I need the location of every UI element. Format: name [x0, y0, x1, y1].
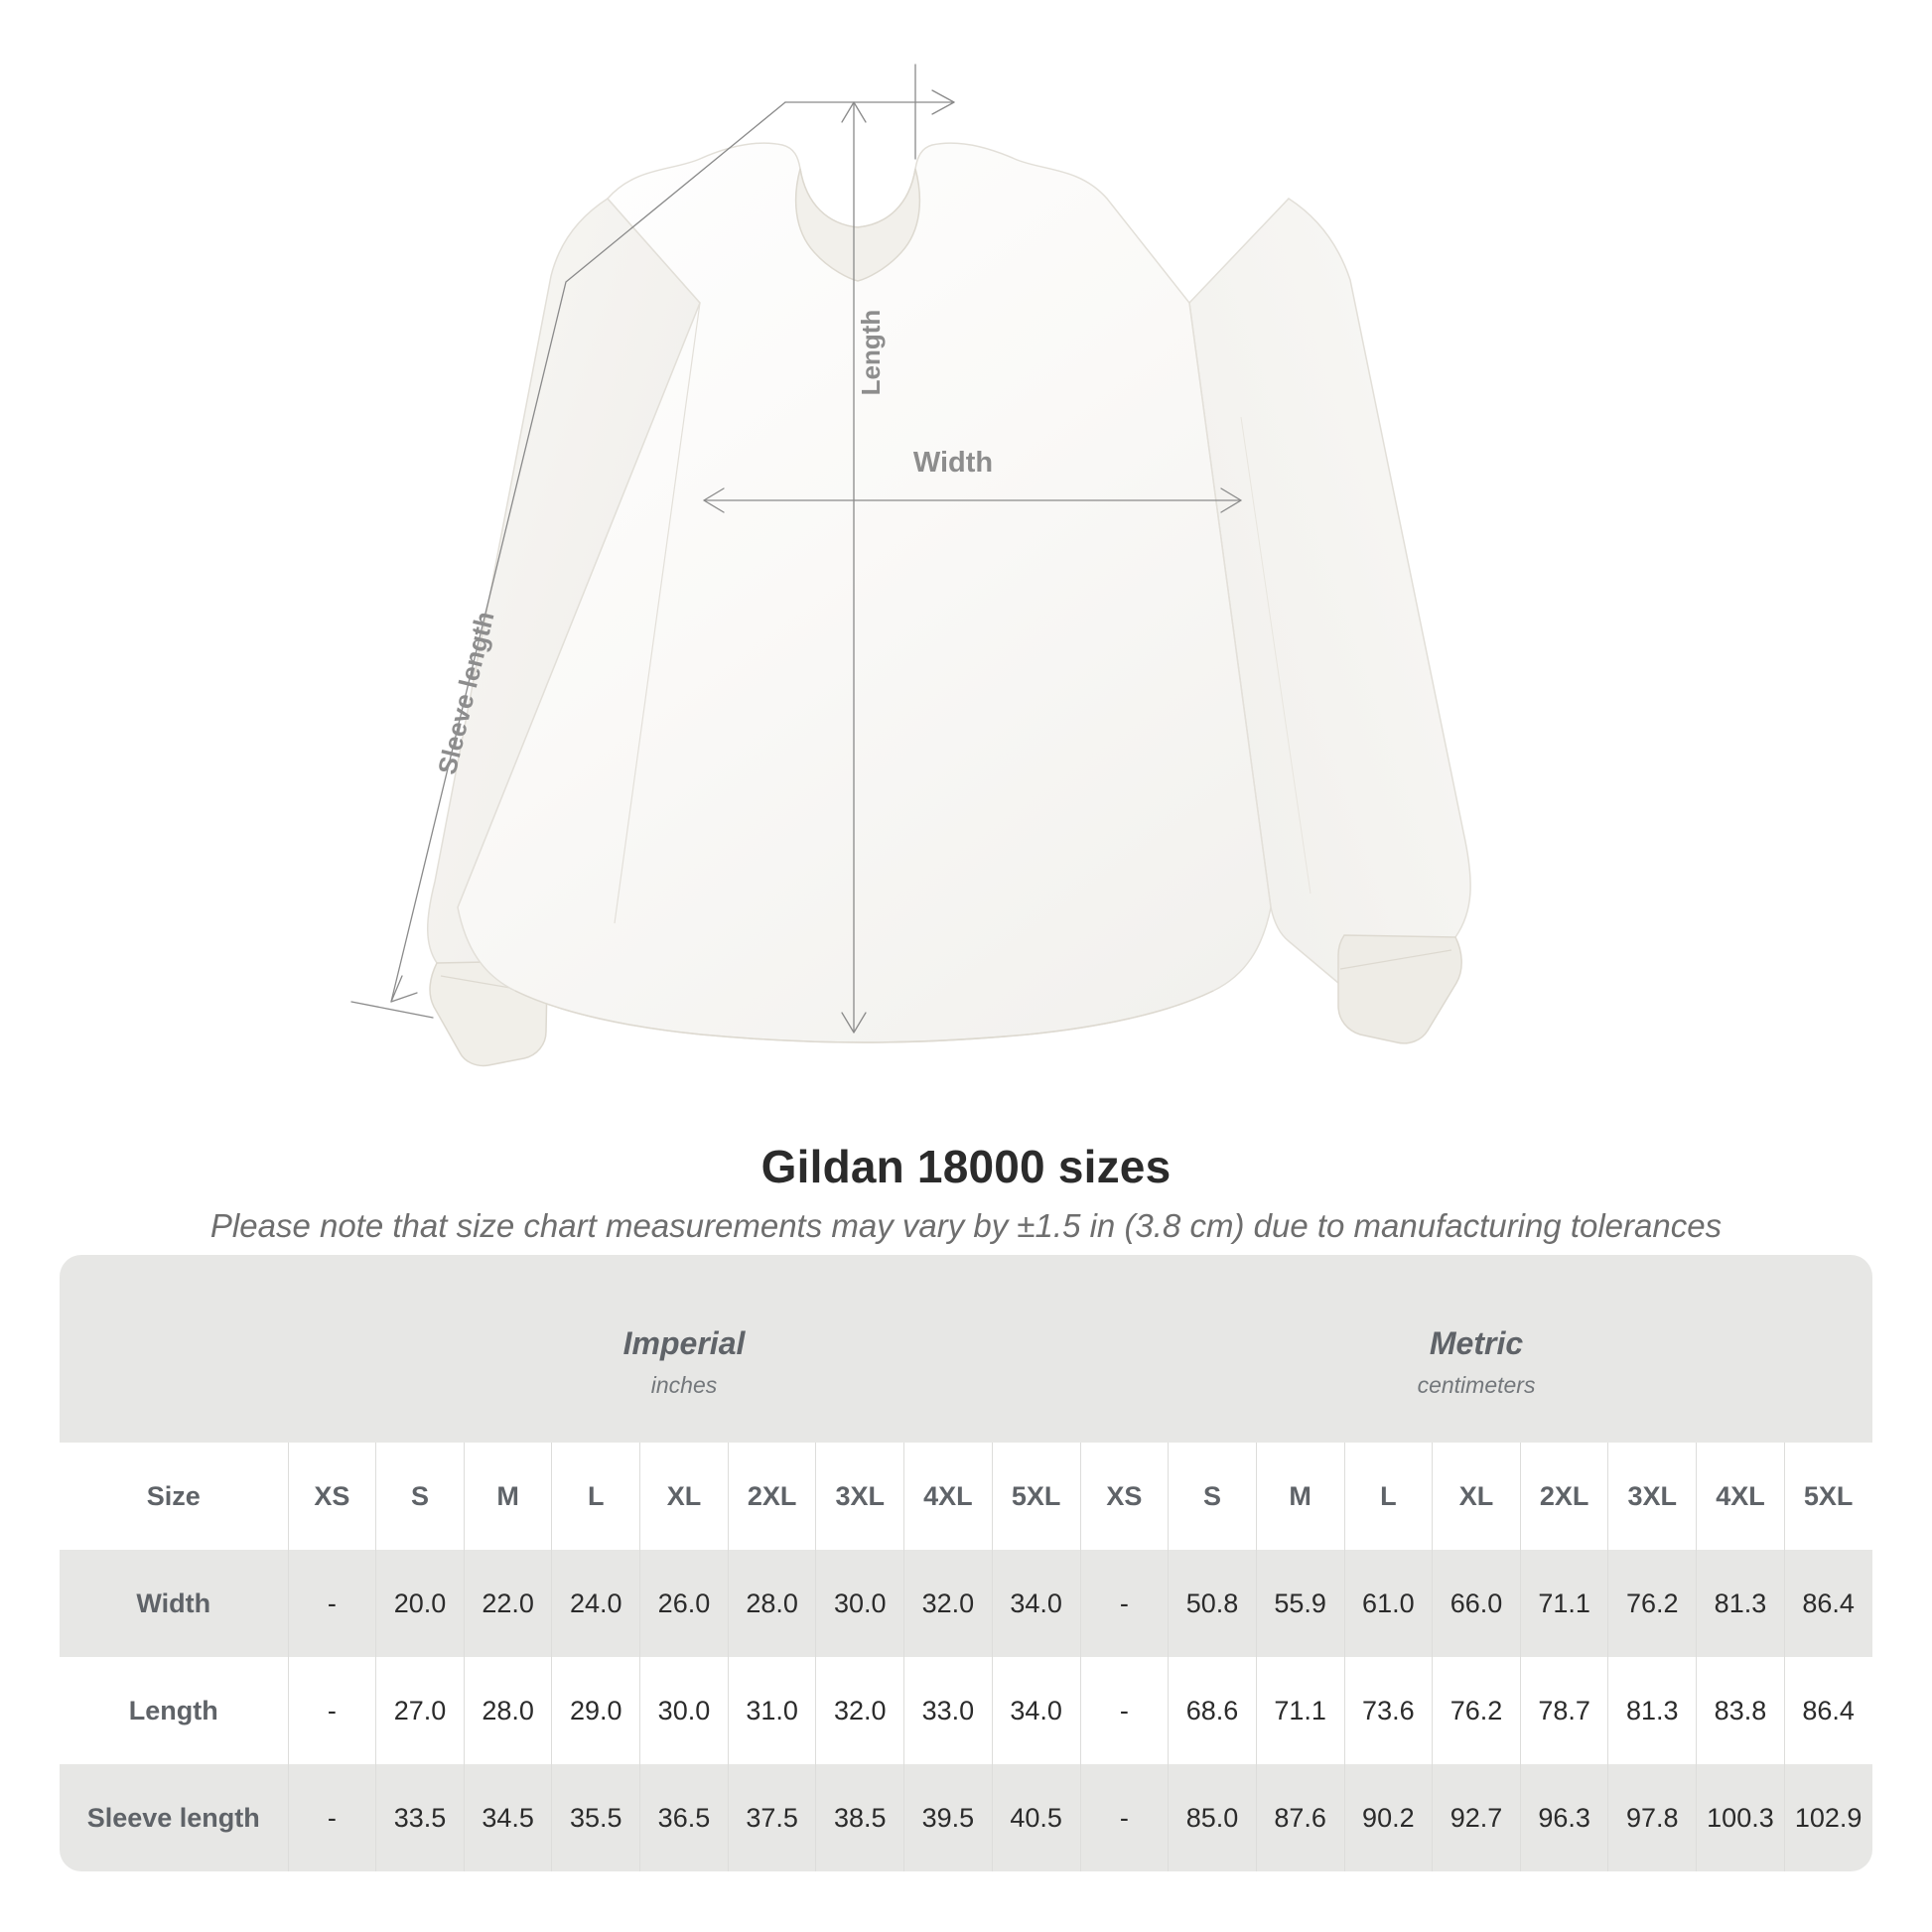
svg-text:Width: Width	[913, 447, 993, 479]
svg-text:Length: Length	[856, 310, 886, 396]
